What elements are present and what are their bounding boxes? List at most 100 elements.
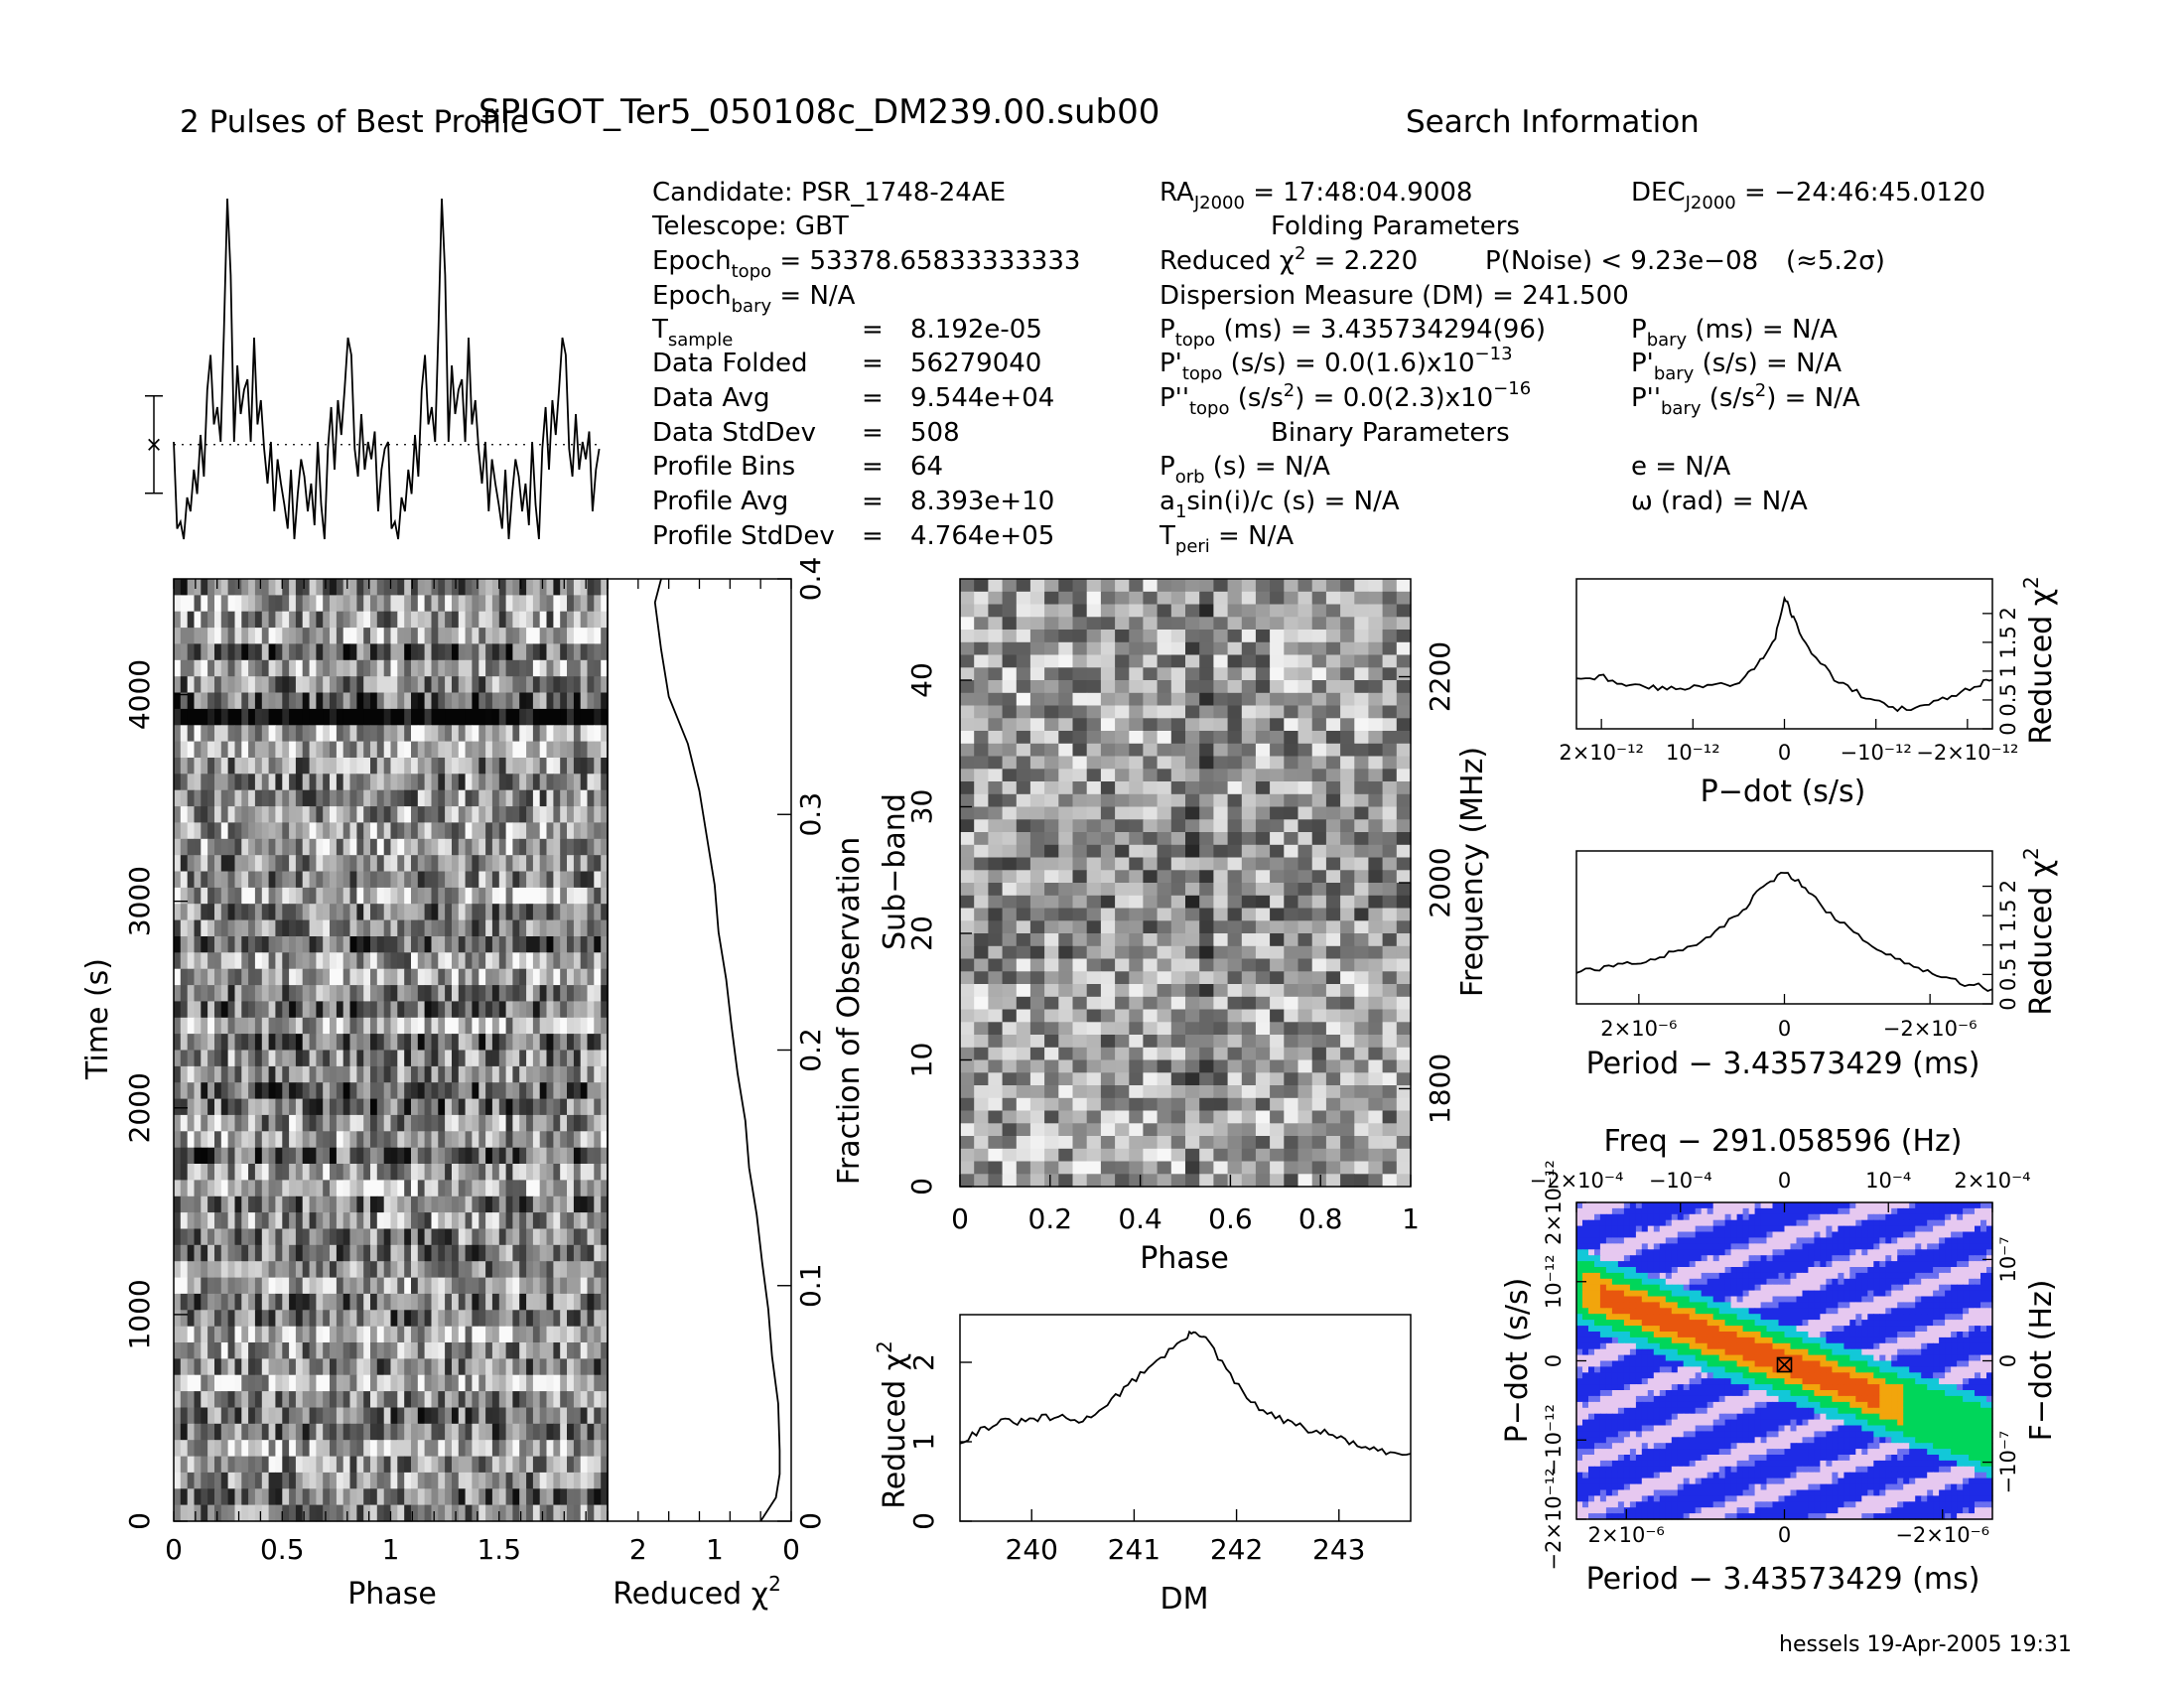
freq-xtick-label: 2×10⁻⁴ xyxy=(1954,1169,2030,1193)
chi2-time-xtick-label: 1 xyxy=(706,1533,724,1566)
pbary-value: N/A xyxy=(1792,315,1838,345)
period-pdot-colormap xyxy=(1576,1202,1993,1520)
period-frame xyxy=(1575,850,1993,1005)
ra-line: RAJ2000 = 17:48:04.9008 xyxy=(1160,178,1472,213)
chi2-period-panel: Period − 3.43573429 (ms) Reduced χ2 2×10… xyxy=(1575,847,2059,1081)
time-phase-ytick-label: 0 xyxy=(123,1512,156,1530)
dm-xtick-label: 242 xyxy=(1210,1533,1263,1566)
period-curve xyxy=(1575,871,1993,993)
svg-text:=: = xyxy=(862,418,884,448)
time-phase-ytick-label: 2000 xyxy=(123,1072,156,1143)
subband-ytick-label: 20 xyxy=(905,915,938,951)
ppdot-ytick-label: 2×10⁻¹² xyxy=(1542,1160,1566,1245)
svg-text:Data Avg: Data Avg xyxy=(652,383,770,413)
subband-ytick-label: 40 xyxy=(905,662,938,698)
data-avg-value: 9.544e+04 xyxy=(910,383,1054,413)
dm-xtick-label: 240 xyxy=(1006,1533,1058,1566)
pdot-ytick-label: 2 xyxy=(1996,607,2020,620)
subband-xtick-label: 0 xyxy=(951,1202,969,1235)
chi2-pdot-panel: P−dot (s/s) Reduced χ2 2×10⁻¹² 10⁻¹² 0 −10⁻… xyxy=(1559,576,2059,809)
time-phase-ytick-label: 1000 xyxy=(123,1279,156,1349)
pbary-line: Pbary (ms) = N/A xyxy=(1631,315,1838,351)
pdot-xtick-label: −10⁻¹² xyxy=(1841,741,1912,765)
porb-line: Porb (s) = N/A xyxy=(1160,452,1330,488)
fraction-ylabel: Fraction of Observation xyxy=(832,837,867,1185)
best-point-marker xyxy=(1776,1356,1793,1373)
pdot-curve xyxy=(1575,595,1993,713)
chi2-time-ytick-label: 0.2 xyxy=(794,1028,827,1072)
epoch-topo-line: Epochtopo = 53378.65833333333 xyxy=(652,246,1080,282)
profile-avg-value: 8.393e+10 xyxy=(910,487,1054,516)
chi2-dm-ylabel: Reduced χ2 xyxy=(873,1340,912,1509)
fdot-ytick-label: 10⁻⁷ xyxy=(1996,1236,2020,1282)
chi2-time-ytick-label: 0.4 xyxy=(794,557,827,602)
svg-text:Data StdDev: Data StdDev xyxy=(652,418,816,448)
frequency-ytick-label: 2000 xyxy=(1424,847,1456,917)
reduced-chi2-line: Reduced χ2 = 2.220 xyxy=(1160,243,1418,276)
time-phase-ytick-label: 3000 xyxy=(123,866,156,936)
pdot-ytick-label: 1 xyxy=(1996,664,2020,677)
p-noise-value: P(Noise) < 9.23e−08 xyxy=(1485,246,1758,276)
freq-top-label: Freq − 291.058596 (Hz) xyxy=(1603,1124,1962,1159)
pdot-xtick-label: 0 xyxy=(1778,741,1791,765)
frequency-ytick-label: 1800 xyxy=(1424,1054,1456,1124)
period-ytick-label: 2 xyxy=(1996,880,2020,893)
tsample-line: Tsample xyxy=(651,315,733,351)
subband-xtick-label: 0.4 xyxy=(1118,1202,1162,1235)
svg-text:Data Folded: Data Folded xyxy=(652,349,808,378)
svg-text:=: = xyxy=(862,383,884,413)
pddot-topo-line: P''topo (s/s2) = 0.0(2.3)x10−16 xyxy=(1160,378,1531,419)
pddot-bary-line: P''bary (s/s2) = N/A xyxy=(1631,380,1860,419)
pdot-bary-value: N/A xyxy=(1796,349,1842,378)
profile-title: 2 Pulses of Best Profile xyxy=(180,104,529,140)
dm-xtick-label: 241 xyxy=(1108,1533,1160,1566)
profile-errorbar-mark: × xyxy=(145,433,163,457)
file-title: SPIGOT_Ter5_050108c_DM239.00.sub00 xyxy=(478,92,1160,132)
chi2-dm-curve xyxy=(959,1330,1412,1457)
search-info-title: Search Information xyxy=(1406,104,1700,140)
chi2-dm-ytick-label: 0 xyxy=(907,1512,940,1530)
subband-ylabel: Sub−band xyxy=(878,793,912,950)
subband-ytick-label: 0 xyxy=(905,1178,938,1196)
ppdot-ytick-label: 0 xyxy=(1542,1354,1566,1367)
time-phase-heatmap xyxy=(174,579,609,1522)
time-phase-xtick-label: 0 xyxy=(165,1533,183,1566)
period-pdot-panel: Freq − 291.058596 (Hz) Period − 3.435734… xyxy=(1500,1124,2059,1597)
chi2-time-xtick-label: 2 xyxy=(629,1533,647,1566)
svg-text:Profile Bins: Profile Bins xyxy=(652,452,795,482)
porb-value: N/A xyxy=(1285,452,1330,482)
chi2-time-xlabel: Reduced χ2 xyxy=(613,1572,781,1612)
info-block-right: DECJ2000 = −24:46:45.0120 Pbary (ms) = N… xyxy=(1631,178,1985,516)
svg-text:=: = xyxy=(862,349,884,378)
frequency-ytick-label: 2200 xyxy=(1424,641,1456,712)
pddot-topo-mantissa: 0.0(2.3)x10 xyxy=(1343,383,1493,413)
svg-text:=: = xyxy=(862,452,884,482)
folding-params-title: Folding Parameters xyxy=(1271,211,1520,241)
subband-xtick-label: 0.2 xyxy=(1028,1202,1073,1235)
svg-text:=: = xyxy=(862,315,884,345)
period-xlabel: Period − 3.43573429 (ms) xyxy=(1586,1047,1980,1081)
pdot-topo-mantissa: 0.0(1.6)x10 xyxy=(1324,349,1474,378)
dm-xlabel: DM xyxy=(1160,1582,1209,1617)
pulse-profile-panel: × xyxy=(145,198,603,540)
tperi-line: Tperi = N/A xyxy=(1159,521,1294,557)
epoch-topo-value: 53378.65833333333 xyxy=(809,246,1080,276)
time-phase-panel: Phase Time (s) 0 0.5 1 1.5 0 1000 2000 3000 4000 xyxy=(80,578,609,1612)
data-stddev-value: 508 xyxy=(910,418,960,448)
dec-line: DECJ2000 = −24:46:45.0120 xyxy=(1631,178,1985,213)
chi2-period-ylabel: Reduced χ2 xyxy=(2019,847,2059,1016)
pdot-ylabel: P−dot (s/s) xyxy=(1500,1278,1535,1444)
fdot-ytick-label: −10⁻⁷ xyxy=(1996,1431,2020,1494)
dm-xtick-label: 243 xyxy=(1312,1533,1365,1566)
telescope-line: Telescope: GBT xyxy=(651,211,849,241)
chi2-time-panel: Reduced χ2 Fraction of Observation 2 1 0 0 0… xyxy=(607,557,867,1612)
a1sini-value: N/A xyxy=(1354,487,1400,516)
pdot-xtick-label: 10⁻¹² xyxy=(1666,741,1720,765)
chi2-time-curve xyxy=(653,578,781,1522)
svg-text:Profile StdDev: Profile StdDev xyxy=(652,521,835,551)
svg-text:Profile Avg: Profile Avg xyxy=(652,487,788,516)
omega-line: ω (rad) = N/A xyxy=(1631,487,1808,516)
pdot-topo-exponent: −13 xyxy=(1475,344,1513,364)
ppdot-xtick-label: −2×10⁻⁶ xyxy=(1895,1523,1989,1547)
data-folded-value: 56279040 xyxy=(910,349,1041,378)
